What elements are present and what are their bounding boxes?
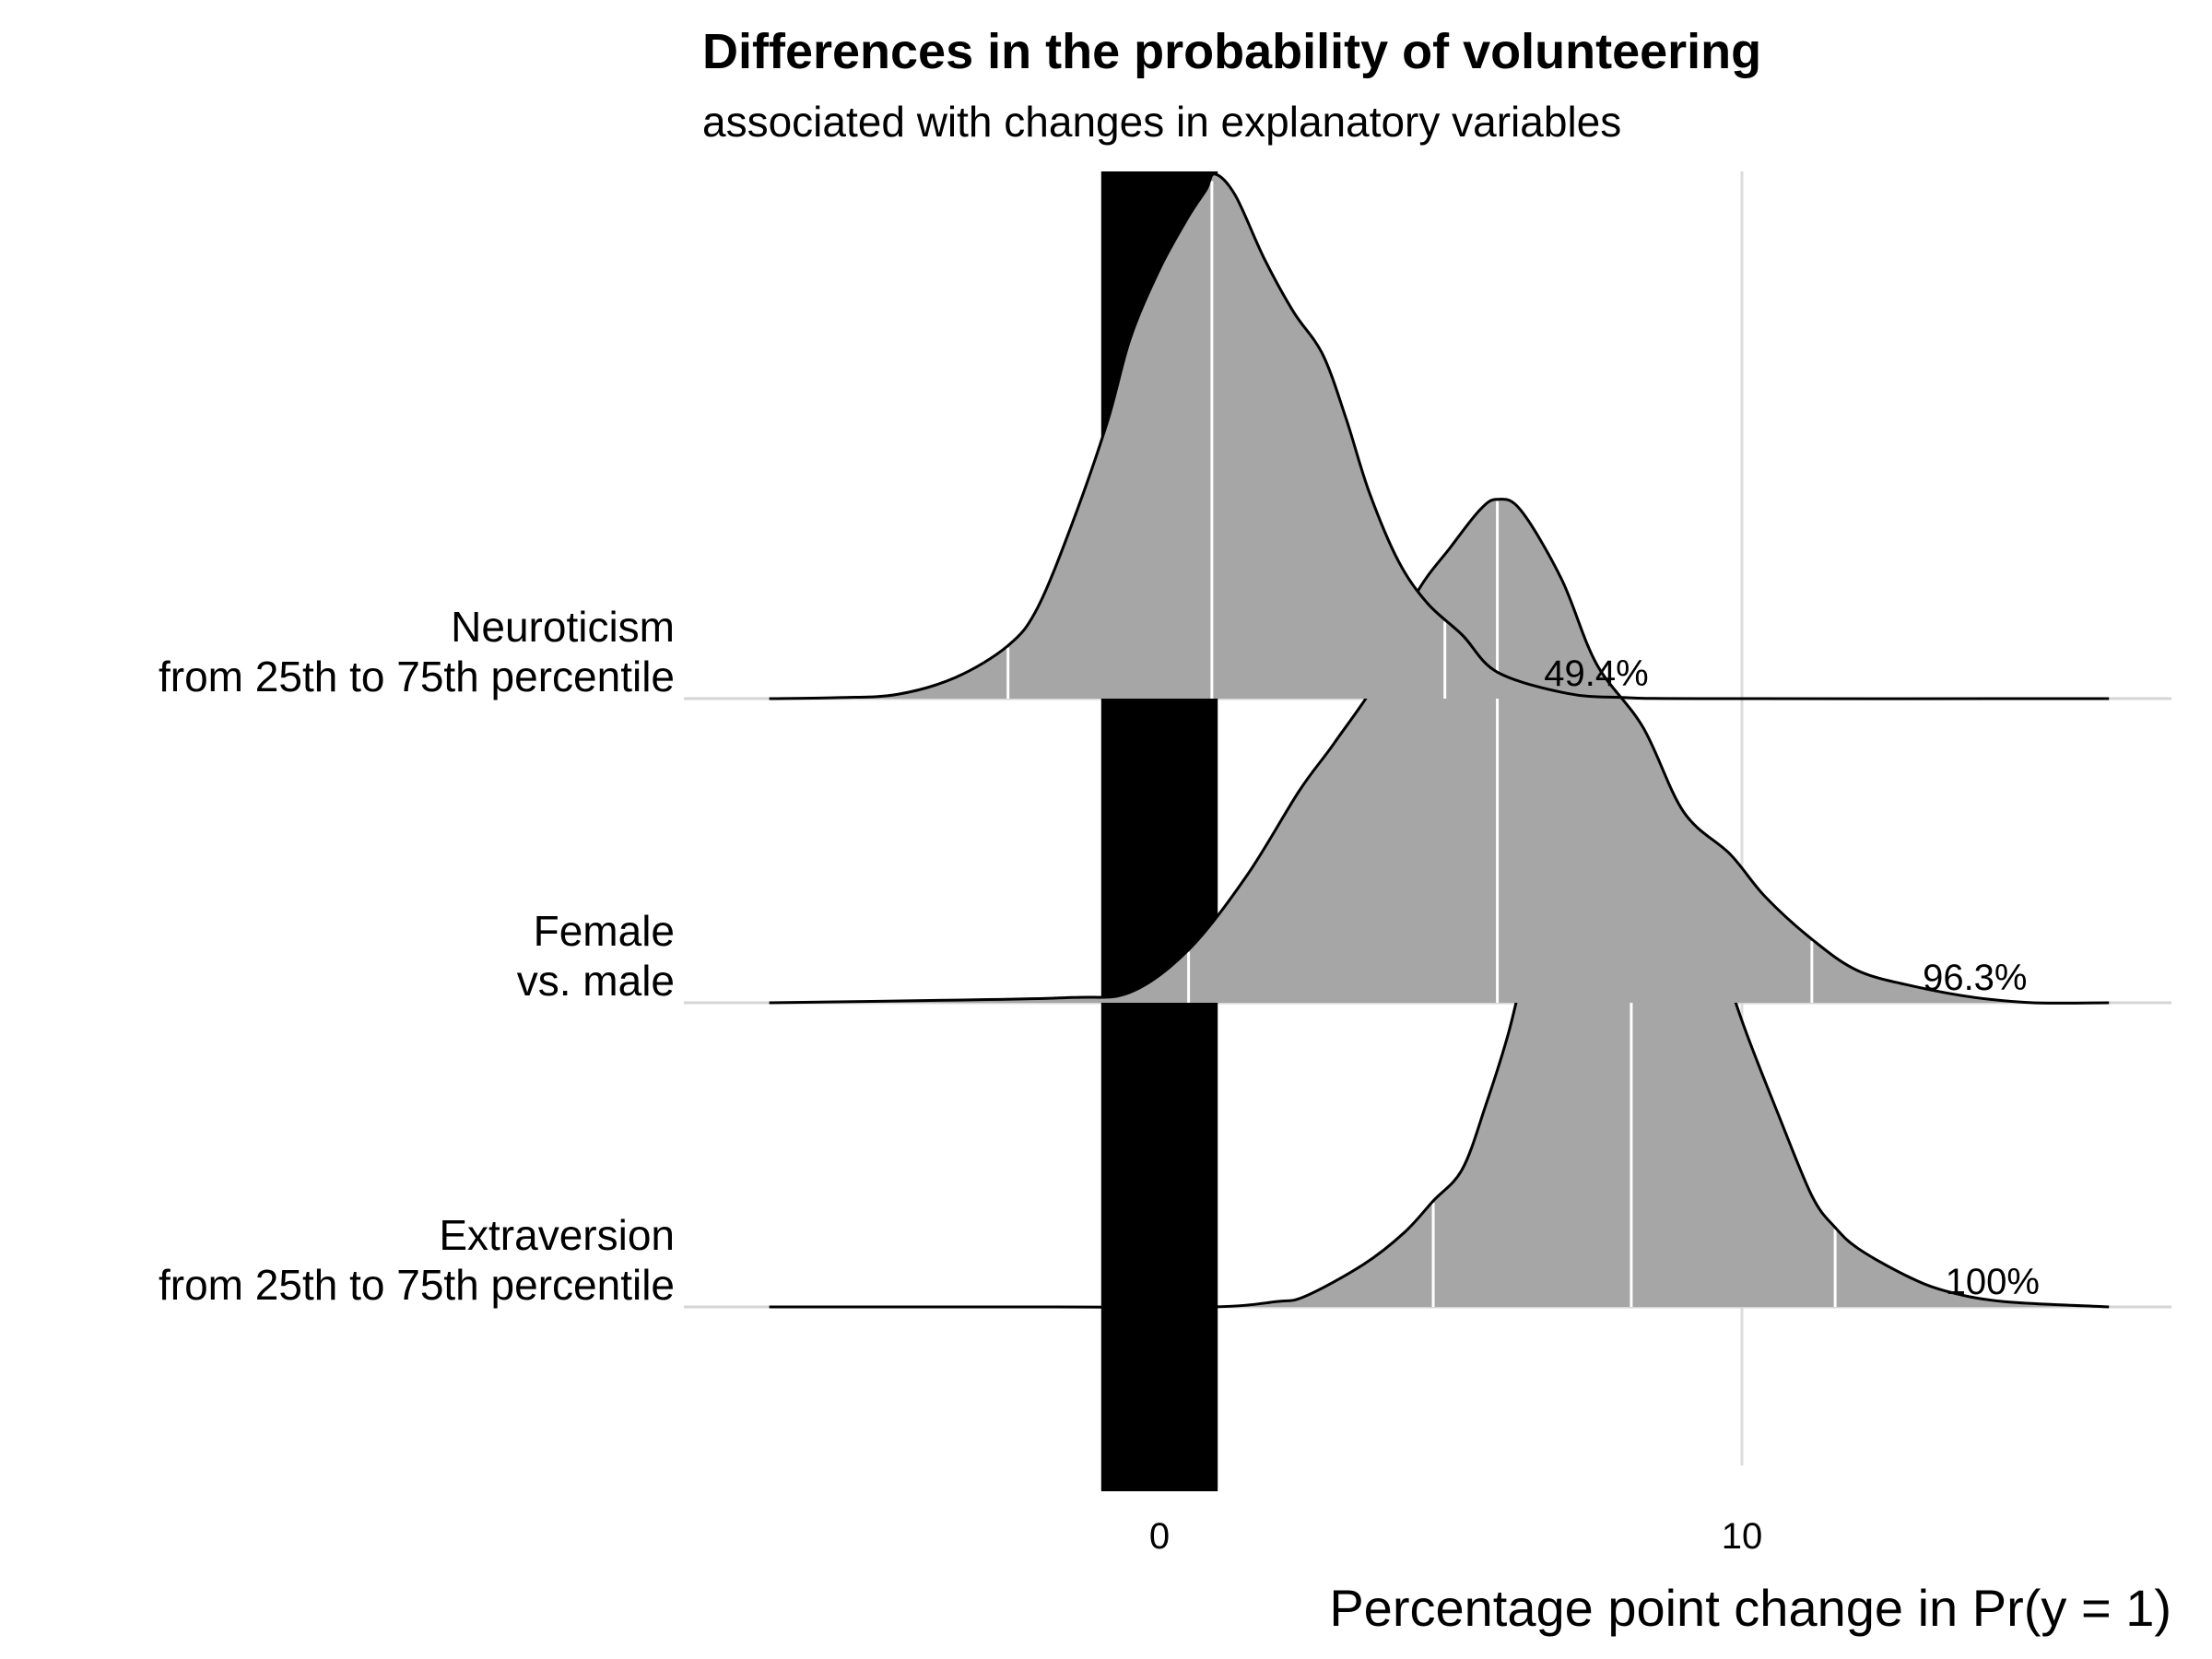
row-label-line1: Extraversion [439, 1211, 675, 1259]
density-fill [769, 173, 2110, 700]
chart-title: Differences in the probability of volunt… [702, 24, 1761, 79]
density-fill [769, 775, 2110, 1308]
row-label-line1: Female [534, 907, 675, 955]
x-tick-label: 0 [1149, 1516, 1170, 1557]
row-label-line2: from 25th to 75th percentile [159, 1261, 675, 1309]
x-axis-ticks: 0 10 [1149, 1516, 1762, 1557]
row-label-line2: vs. male [517, 957, 675, 1005]
row-label-line2: from 25th to 75th percentile [159, 653, 675, 700]
density-ridges: 100% 96.3% 49.4% [769, 172, 2110, 1309]
density-fill [769, 499, 2110, 1004]
ridge-female: 96.3% [769, 498, 2110, 1005]
row-label-line1: Neuroticism [451, 603, 675, 651]
chart-subtitle: associated with changes in explanatory v… [702, 98, 1621, 146]
density-outline [769, 498, 2110, 1005]
x-axis-label: Percentage point change in Pr(y = 1) [1329, 1579, 2171, 1637]
probability-label: 96.3% [1923, 958, 2027, 998]
probability-label: 49.4% [1544, 653, 1648, 694]
probability-label: 100% [1946, 1262, 2040, 1302]
x-tick-label: 10 [1722, 1516, 1763, 1557]
density-outline [769, 172, 2110, 700]
ridge-neuroticism: 49.4% [769, 172, 2110, 700]
